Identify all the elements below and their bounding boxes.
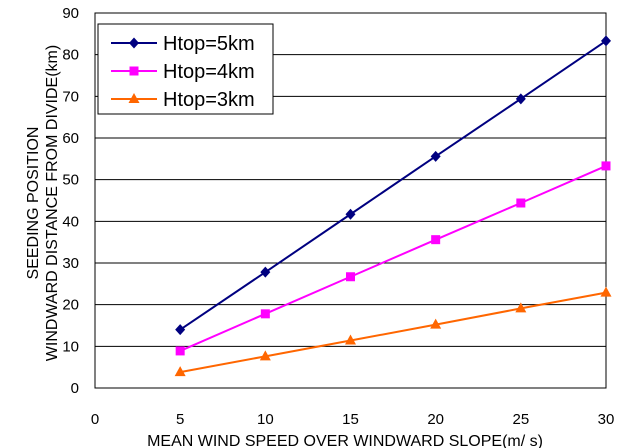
legend-label-2: Htop=3km (163, 89, 255, 111)
x-tick-label-10: 10 (257, 411, 274, 428)
data-point-s1-5 (601, 161, 611, 171)
data-point-s0-2 (345, 208, 356, 220)
legend-marker-0 (129, 37, 139, 49)
y-tick-labels: 0 10 20 30 40 50 60 70 80 90 (62, 5, 79, 397)
y-tick-label-90: 90 (62, 5, 79, 22)
data-point-s0-1 (260, 266, 271, 278)
y-tick-label-50: 50 (62, 172, 79, 189)
axes (94, 12, 607, 389)
data-point-s2-3 (430, 318, 442, 329)
x-tick-label-30: 30 (598, 411, 615, 428)
data-point-s1-0 (175, 346, 185, 356)
y-tick-label-20: 20 (62, 297, 79, 314)
y-tick-label-10: 10 (62, 338, 79, 355)
x-tick-label-0: 0 (91, 411, 99, 428)
x-tick-label-5: 5 (176, 411, 184, 428)
series-group (174, 35, 612, 377)
legend: Htop=5km Htop=4km Htop=3km (97, 23, 274, 115)
legend-marker-1 (129, 66, 139, 76)
data-point-s0-4 (515, 93, 526, 105)
legend-marker-2 (128, 93, 140, 103)
data-point-s0-0 (175, 324, 186, 336)
legend-label-0: Htop=5km (163, 33, 255, 55)
y-axis-title-line2: WINDWARD DISTANCE FROM DIVIDE(km) (44, 45, 61, 361)
data-point-s1-2 (346, 272, 355, 282)
data-point-s2-2 (345, 334, 356, 345)
data-point-s2-0 (174, 366, 186, 377)
legend-label-1: Htop=4km (163, 61, 255, 83)
y-axis-title-line1: SEEDING POSITION (25, 127, 42, 280)
data-point-s1-4 (516, 198, 526, 208)
x-axis-title: MEAN WIND SPEED OVER WINDWARD SLOPE(m/ s… (147, 433, 543, 448)
y-tick-label-60: 60 (62, 130, 79, 147)
x-tick-label-20: 20 (427, 411, 444, 428)
data-point-s2-1 (259, 350, 271, 361)
y-tick-label-0: 0 (71, 380, 79, 397)
y-tick-label-80: 80 (62, 47, 79, 64)
x-tick-label-25: 25 (512, 411, 529, 428)
y-tick-label-70: 70 (62, 88, 79, 105)
data-point-s2-4 (515, 302, 527, 313)
series-line-2 (179, 291, 607, 374)
data-point-s2-5 (600, 286, 612, 297)
plot-frame (94, 12, 607, 389)
data-point-s0-3 (430, 150, 441, 162)
x-tick-labels: 0 5 10 15 20 25 30 (91, 411, 615, 428)
series-line-1 (179, 164, 607, 352)
data-point-s1-1 (260, 309, 270, 319)
y-tick-label-30: 30 (62, 255, 79, 272)
data-point-s0-5 (601, 35, 611, 47)
y-tick-label-40: 40 (62, 213, 79, 230)
data-point-s1-3 (431, 235, 441, 245)
series-line-0 (179, 40, 607, 331)
x-tick-label-15: 15 (342, 411, 359, 428)
